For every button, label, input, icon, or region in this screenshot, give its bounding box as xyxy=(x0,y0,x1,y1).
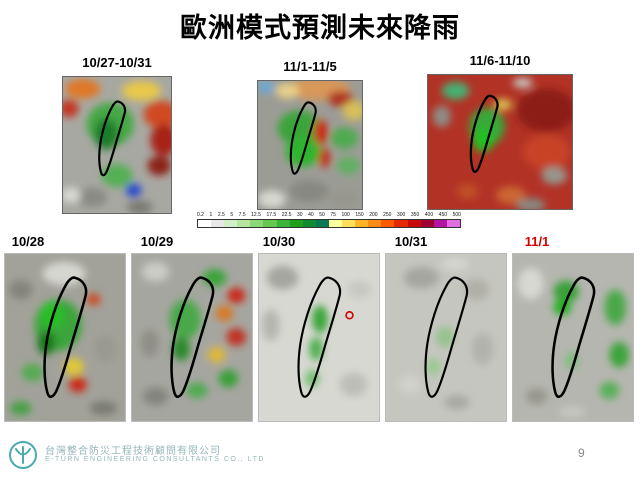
colorbar-tick: 40 xyxy=(308,212,314,218)
weather-map xyxy=(513,254,633,421)
colorbar-tick: 0.2 xyxy=(197,212,204,218)
colorbar-tick: 400 xyxy=(424,212,434,218)
colorbar-segment xyxy=(198,220,212,227)
colorbar-tick: 450 xyxy=(438,212,448,218)
page-number: 9 xyxy=(578,446,585,460)
colorbar-segment xyxy=(407,220,421,227)
top-panel-label-3: 11/6-11/10 xyxy=(469,53,531,68)
colorbar-segment xyxy=(315,220,329,227)
colorbar-tick: 2.5 xyxy=(217,212,225,218)
colorbar-segment xyxy=(355,220,369,227)
colorbar-segment xyxy=(211,220,225,227)
weather-map xyxy=(63,77,171,213)
precipitation-colorbar: 0.2 1 2.5 5 7.5 12.5 17.5 22.5 30 40 50 75 100 150 200… xyxy=(197,212,461,228)
colorbar-segment xyxy=(328,220,343,227)
top-panel-label-2: 11/1-11/5 xyxy=(283,59,337,74)
colorbar-tick: 22.5 xyxy=(281,212,292,218)
colorbar-segment xyxy=(368,220,382,227)
colorbar-tick: 100 xyxy=(341,212,350,218)
date-label-10-30: 10/30 xyxy=(262,234,296,249)
colorbar-segment xyxy=(394,220,408,227)
company-name-zh: 台灣整合防災工程技術顧問有限公司 xyxy=(45,446,221,457)
storm-marker xyxy=(345,311,354,320)
colorbar-tick: 17.5 xyxy=(266,212,277,218)
weather-map xyxy=(259,254,379,421)
colorbar-segment xyxy=(263,220,277,227)
date-label-10-28: 10/28 xyxy=(11,234,45,249)
weather-map xyxy=(258,81,362,209)
forecast-map-daily-2 xyxy=(131,253,253,422)
weather-map xyxy=(386,254,506,421)
colorbar-tick: 500 xyxy=(452,212,461,218)
forecast-map-5day-3 xyxy=(427,74,573,210)
colorbar-segment xyxy=(302,220,316,227)
colorbar-tick: 30 xyxy=(297,212,303,218)
colorbar-segment xyxy=(420,220,434,227)
colorbar-segment xyxy=(342,220,356,227)
colorbar-tick: 200 xyxy=(369,212,378,218)
colorbar-tick: 300 xyxy=(397,212,406,218)
colorbar-ticks: 0.2 1 2.5 5 7.5 12.5 17.5 22.5 30 40 50 75 100 150 200… xyxy=(197,212,461,219)
forecast-map-daily-4 xyxy=(385,253,507,422)
company-logo xyxy=(9,441,37,469)
colorbar-tick: 7.5 xyxy=(238,212,246,218)
weather-map xyxy=(5,254,125,421)
company-name-en: E-TURN ENGINEERING CONSULTANTS CO., LTD xyxy=(45,456,265,463)
colorbar-tick: 150 xyxy=(355,212,364,218)
colorbar-tick: 250 xyxy=(383,212,392,218)
forecast-map-daily-1 xyxy=(4,253,126,422)
colorbar-segment xyxy=(289,220,303,227)
colorbar-tick: 12.5 xyxy=(251,212,261,218)
colorbar-tick: 50 xyxy=(319,212,325,218)
page-title: 歐洲模式預測未來降雨 xyxy=(180,13,460,43)
colorbar-segment xyxy=(446,220,460,227)
forecast-map-5day-2 xyxy=(257,80,363,210)
colorbar-tick: 5 xyxy=(230,212,234,218)
colorbar-segment xyxy=(433,220,447,227)
weather-map xyxy=(132,254,252,421)
colorbar-segment xyxy=(237,220,251,227)
date-label-11-1: 11/1 xyxy=(524,234,550,249)
forecast-map-daily-5 xyxy=(512,253,634,422)
colorbar-segment xyxy=(250,220,264,227)
colorbar-tick: 75 xyxy=(330,212,336,218)
date-label-10-29: 10/29 xyxy=(140,234,174,249)
forecast-map-5day-1 xyxy=(62,76,172,214)
forecast-map-daily-3 xyxy=(258,253,380,422)
colorbar-segment xyxy=(224,220,238,227)
colorbar-scale xyxy=(197,219,461,228)
top-panel-label-1: 10/27-10/31 xyxy=(82,55,152,70)
colorbar-segment xyxy=(381,220,395,227)
colorbar-tick: 350 xyxy=(410,212,420,218)
date-label-10-31: 10/31 xyxy=(394,234,428,249)
colorbar-segment xyxy=(276,220,290,227)
colorbar-tick: 1 xyxy=(209,212,213,218)
weather-map xyxy=(428,75,572,209)
